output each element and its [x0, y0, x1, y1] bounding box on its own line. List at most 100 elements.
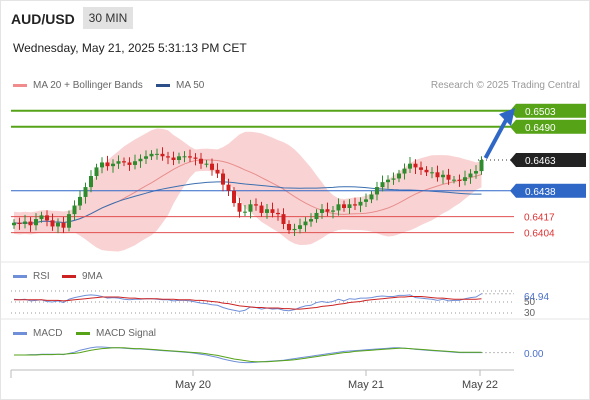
candle-body [45, 215, 49, 221]
candle-body [463, 177, 467, 181]
rsi-ma-line [14, 296, 482, 310]
candle-body [342, 204, 346, 208]
candle-body [39, 215, 44, 220]
candle-body [116, 161, 121, 164]
ma50-line [13, 181, 482, 224]
candle-body [430, 172, 434, 174]
macd-signal-label: MACD Signal [96, 328, 157, 339]
candle-body [397, 173, 401, 179]
candle-body [226, 184, 231, 191]
candle-body [100, 162, 104, 168]
candle-body [270, 209, 275, 213]
candle-body [413, 163, 418, 168]
candle-body [281, 214, 286, 224]
rsi-ma-label: 9MA [82, 271, 103, 282]
level-label: 0.6490 [525, 123, 556, 134]
level-tag [516, 119, 586, 134]
candle-body [133, 161, 137, 165]
level-label: 0.6404 [524, 229, 555, 240]
candle-body [353, 204, 357, 206]
candle-body [292, 228, 297, 231]
candle-body [259, 205, 264, 213]
candle-body [298, 225, 302, 229]
ma50-label: MA 50 [176, 80, 205, 91]
candle-body [155, 153, 159, 155]
candle-body [17, 222, 22, 224]
candle-body [67, 214, 71, 228]
level-tag-pointer [510, 153, 516, 167]
candle-body [320, 209, 324, 213]
candle-body [457, 179, 462, 181]
candle-body [12, 222, 16, 226]
x-tick-label: May 21 [348, 379, 384, 391]
rsi-ma-swatch [62, 274, 76, 278]
timestamp: Wednesday, May 21, 2025 5:31:13 PM CET [13, 41, 247, 55]
candle-body [34, 219, 38, 226]
candle-body [210, 163, 214, 170]
timeframe-badge[interactable]: 30 MIN [83, 7, 133, 29]
candle-body [160, 153, 165, 157]
candle-body [28, 221, 33, 226]
candle-body [232, 190, 236, 204]
bb-label: MA 20 + Bollinger Bands [33, 80, 143, 91]
bollinger-band [14, 128, 482, 252]
candle-body [177, 156, 181, 160]
candle-body [380, 182, 385, 188]
candle-body [50, 220, 55, 227]
candle-body [402, 168, 407, 174]
candle-body [188, 156, 192, 158]
level-tag [516, 183, 586, 198]
candle-body [221, 173, 225, 185]
legend-ma50: MA 50 [156, 80, 204, 91]
candle-body [127, 162, 132, 165]
candle-body [144, 156, 148, 159]
rsi-label: RSI [33, 271, 50, 282]
rsi-swatch [13, 274, 27, 278]
candle-body [468, 173, 473, 178]
candle-body [435, 172, 440, 178]
x-tick-label: May 22 [462, 379, 498, 391]
rsi-level-label: 30 [524, 308, 536, 319]
candle-body [358, 201, 363, 206]
legend-macd: MACD [13, 328, 62, 339]
candle-body [138, 158, 143, 162]
candle-body [149, 153, 154, 157]
candle-body [309, 219, 313, 222]
candle-body [408, 163, 412, 169]
level-tag [516, 103, 586, 118]
level-tag-pointer [510, 183, 516, 198]
candle-body [386, 179, 390, 183]
candle-body [369, 194, 374, 200]
candle-body [336, 204, 341, 211]
macd-swatch [13, 331, 27, 335]
rsi-value-label: 64.94 [524, 292, 549, 303]
candle-body [61, 222, 66, 228]
candle-body [441, 174, 445, 178]
macd-line [14, 346, 482, 364]
candle-body [347, 204, 352, 208]
candle-body [314, 212, 319, 220]
legend-rsi: RSI [13, 271, 50, 282]
candle-body [474, 171, 478, 174]
bb-swatch [13, 83, 27, 87]
legend-macd-signal: MACD Signal [76, 328, 156, 339]
ma50-swatch [156, 83, 170, 87]
candle-body [424, 169, 429, 173]
forecast-arrow [483, 117, 509, 159]
legend-bb: MA 20 + Bollinger Bands [13, 80, 143, 91]
candle-body [204, 163, 209, 165]
macd-signal-swatch [76, 331, 90, 335]
level-label: 0.6503 [525, 107, 556, 118]
candle-body [325, 209, 330, 212]
candle-body [419, 167, 423, 170]
candle-body [446, 174, 451, 180]
candle-body [78, 196, 82, 206]
candle-body [122, 161, 126, 163]
x-tick-label: May 20 [175, 379, 211, 391]
pair-title: AUD/USD [11, 11, 75, 27]
rsi-level-label: 50 [524, 297, 536, 308]
candle-body [105, 162, 110, 167]
candle-body [391, 178, 396, 180]
macd-signal-line [14, 347, 482, 363]
